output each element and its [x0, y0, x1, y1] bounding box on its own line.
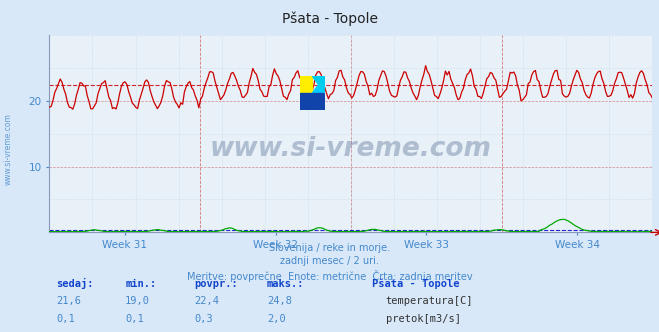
Polygon shape	[312, 76, 325, 93]
Text: 0,3: 0,3	[194, 314, 213, 324]
Text: 0,1: 0,1	[125, 314, 144, 324]
Text: temperatura[C]: temperatura[C]	[386, 296, 473, 306]
Text: sedaj:: sedaj:	[56, 278, 94, 289]
Text: pretok[m3/s]: pretok[m3/s]	[386, 314, 461, 324]
Text: min.:: min.:	[125, 279, 156, 289]
Text: Meritve: povprečne  Enote: metrične  Črta: zadnja meritev: Meritve: povprečne Enote: metrične Črta:…	[186, 270, 473, 282]
Text: 22,4: 22,4	[194, 296, 219, 306]
Text: 19,0: 19,0	[125, 296, 150, 306]
Text: zadnji mesec / 2 uri.: zadnji mesec / 2 uri.	[280, 256, 379, 266]
Text: 2,0: 2,0	[267, 314, 285, 324]
Text: www.si-vreme.com: www.si-vreme.com	[210, 136, 492, 162]
Text: Slovenija / reke in morje.: Slovenija / reke in morje.	[269, 243, 390, 253]
Text: 0,1: 0,1	[56, 314, 74, 324]
Polygon shape	[300, 93, 325, 110]
Text: Pšata - Topole: Pšata - Topole	[372, 279, 460, 289]
Text: 21,6: 21,6	[56, 296, 81, 306]
Text: Pšata - Topole: Pšata - Topole	[281, 12, 378, 26]
Bar	[300, 76, 312, 93]
Text: maks.:: maks.:	[267, 279, 304, 289]
Text: www.si-vreme.com: www.si-vreme.com	[3, 114, 13, 185]
Polygon shape	[312, 76, 325, 93]
Text: povpr.:: povpr.:	[194, 279, 238, 289]
Text: 24,8: 24,8	[267, 296, 292, 306]
